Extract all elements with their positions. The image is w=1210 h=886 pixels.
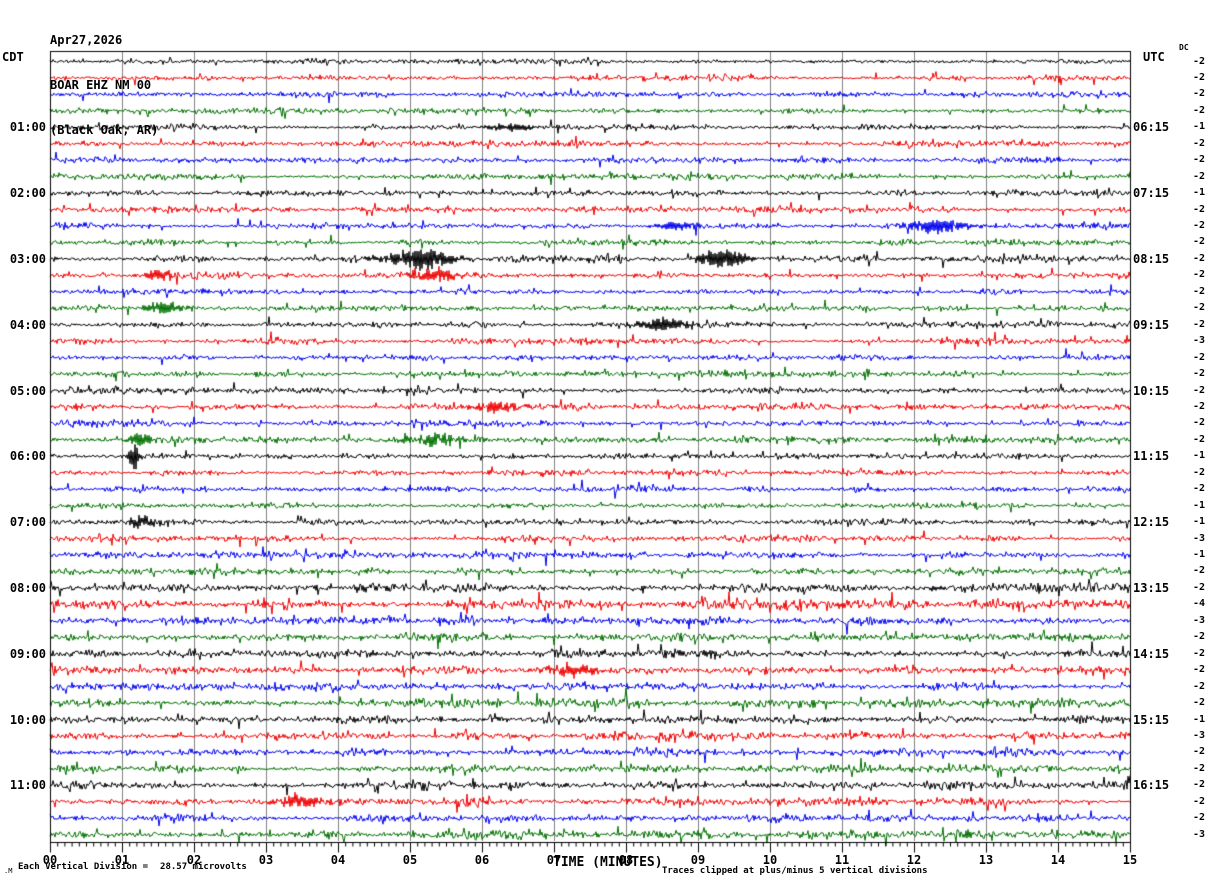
right-timezone-label: UTC: [1143, 50, 1165, 64]
scale-note-value: 28.57 microvolts: [160, 862, 247, 872]
title-station: BOAR EHZ NM 00: [50, 78, 152, 92]
scale-note-label: Each Vertical Division =: [18, 862, 149, 872]
scale-note: Each Vertical Division = 28.57 microvolts: [18, 862, 247, 872]
plot-title-block: Apr27,2026 BOAR EHZ NM 00 (Black Oak, AR…: [50, 3, 158, 168]
left-timezone-label: CDT: [2, 50, 24, 64]
clip-note: Traces clipped at plus/minus 5 vertical …: [662, 866, 928, 876]
corner-watermark: .M: [4, 867, 13, 875]
x-axis-title: TIME (MINUTES): [553, 855, 663, 870]
dc-offset-header: DC: [1179, 43, 1189, 52]
title-location: (Black Oak, AR): [50, 123, 159, 137]
title-date: Apr27,2026: [50, 33, 123, 47]
